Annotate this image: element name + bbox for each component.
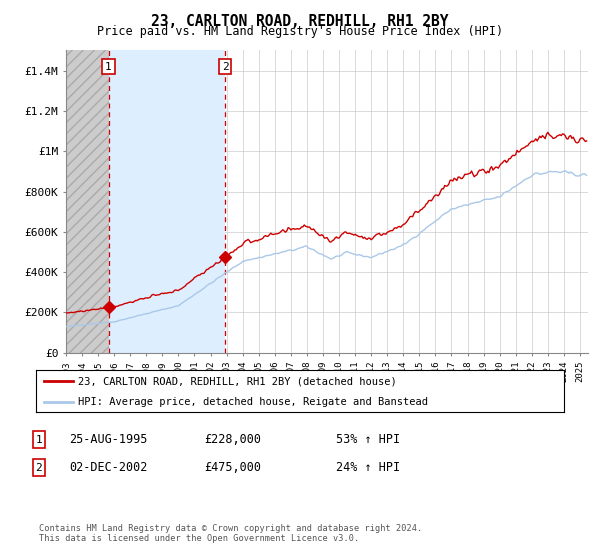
Text: 1: 1 bbox=[105, 62, 112, 72]
Text: 24% ↑ HPI: 24% ↑ HPI bbox=[336, 461, 400, 474]
Text: 53% ↑ HPI: 53% ↑ HPI bbox=[336, 433, 400, 446]
Text: 02-DEC-2002: 02-DEC-2002 bbox=[69, 461, 148, 474]
Bar bbox=[66, 50, 109, 353]
Text: 2: 2 bbox=[222, 62, 229, 72]
Text: £475,000: £475,000 bbox=[204, 461, 261, 474]
Text: Price paid vs. HM Land Registry's House Price Index (HPI): Price paid vs. HM Land Registry's House … bbox=[97, 25, 503, 38]
Text: HPI: Average price, detached house, Reigate and Banstead: HPI: Average price, detached house, Reig… bbox=[78, 398, 428, 407]
Text: 23, CARLTON ROAD, REDHILL, RH1 2BY (detached house): 23, CARLTON ROAD, REDHILL, RH1 2BY (deta… bbox=[78, 376, 397, 386]
Bar bbox=[109, 50, 226, 353]
Text: 2: 2 bbox=[35, 463, 43, 473]
Text: 23, CARLTON ROAD, REDHILL, RH1 2BY: 23, CARLTON ROAD, REDHILL, RH1 2BY bbox=[151, 14, 449, 29]
Text: £228,000: £228,000 bbox=[204, 433, 261, 446]
Text: 25-AUG-1995: 25-AUG-1995 bbox=[69, 433, 148, 446]
Text: 1: 1 bbox=[35, 435, 43, 445]
Text: Contains HM Land Registry data © Crown copyright and database right 2024.
This d: Contains HM Land Registry data © Crown c… bbox=[39, 524, 422, 543]
